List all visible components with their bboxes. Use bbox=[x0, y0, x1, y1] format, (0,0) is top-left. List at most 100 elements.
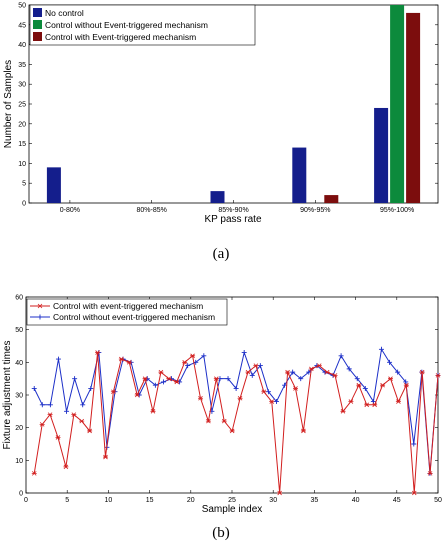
legend-box-b bbox=[26, 298, 228, 326]
line-chart-b: 0 10 20 30 40 50 60 0 5 10 15 20 25 30 35 40 45 50 Fixtu… bbox=[2, 295, 442, 542]
data-point bbox=[372, 402, 378, 408]
x-axis-label-a: KP pass rate bbox=[204, 214, 262, 225]
data-point bbox=[332, 373, 338, 378]
data-point bbox=[338, 353, 344, 359]
data-point bbox=[241, 350, 247, 356]
legend-label-a: No control bbox=[45, 8, 84, 18]
bar bbox=[374, 107, 389, 203]
data-point bbox=[324, 369, 330, 375]
data-point bbox=[64, 408, 70, 414]
y-tick-label-a: 30 bbox=[18, 82, 26, 89]
data-point bbox=[354, 376, 360, 382]
data-point bbox=[87, 428, 93, 434]
data-point bbox=[387, 359, 393, 365]
x-tick-label-b: 50 bbox=[434, 497, 442, 504]
y-axis-label-a: Number of Samples bbox=[3, 60, 14, 148]
y-axis-label-b: Fixture adjustment times bbox=[2, 341, 13, 450]
data-point bbox=[166, 376, 172, 381]
data-point bbox=[427, 471, 433, 476]
legend-marker-b bbox=[37, 303, 43, 309]
data-point bbox=[150, 409, 156, 414]
data-point bbox=[88, 385, 94, 391]
data-point bbox=[221, 418, 227, 424]
data-point bbox=[160, 379, 166, 385]
data-point bbox=[237, 395, 243, 401]
x-tick-label-b: 0 bbox=[24, 497, 28, 504]
data-point bbox=[71, 412, 77, 417]
data-point bbox=[348, 399, 354, 404]
x-tick-label-b: 20 bbox=[187, 497, 195, 504]
x-tick-label-a: 80%-85% bbox=[137, 207, 167, 214]
bar bbox=[46, 167, 61, 203]
data-point bbox=[253, 363, 259, 368]
y-tick-label-b: 10 bbox=[15, 458, 23, 465]
data-point bbox=[340, 409, 346, 414]
data-point bbox=[380, 382, 386, 388]
series-line bbox=[33, 352, 439, 494]
bars-a bbox=[46, 5, 421, 204]
data-point bbox=[233, 385, 239, 391]
data-point bbox=[201, 353, 207, 359]
data-point bbox=[308, 366, 314, 372]
y-tick-label-a: 40 bbox=[18, 42, 26, 49]
bar bbox=[406, 12, 421, 204]
legend-a: No control Control without Event-triggere… bbox=[29, 4, 256, 46]
data-point bbox=[126, 360, 132, 365]
series-lines-b bbox=[31, 346, 441, 496]
y-tick-label-a: 10 bbox=[18, 161, 26, 168]
bar bbox=[210, 191, 225, 203]
legend-swatch-a bbox=[33, 8, 42, 17]
legend-label-b: Control without event-triggered mechanis… bbox=[53, 312, 215, 322]
data-point bbox=[134, 392, 140, 398]
data-point bbox=[142, 376, 148, 381]
y-tick-label-b: 20 bbox=[15, 425, 23, 432]
data-point bbox=[298, 376, 304, 382]
y-tick-label-b: 60 bbox=[15, 295, 23, 302]
data-point bbox=[190, 353, 196, 359]
legend-b: Control with event-triggered mechanismCo… bbox=[26, 298, 228, 326]
data-point bbox=[152, 382, 158, 388]
y-tick-label-a: 25 bbox=[18, 102, 26, 109]
data-point bbox=[411, 490, 417, 496]
x-tick-label-b: 45 bbox=[393, 497, 401, 504]
data-point bbox=[300, 428, 306, 434]
data-point bbox=[378, 346, 384, 352]
x-tick-label-b: 25 bbox=[228, 497, 236, 504]
data-point bbox=[395, 369, 401, 375]
y-axis-a: 0 5 10 15 20 25 30 35 40 45 50 bbox=[18, 3, 438, 208]
x-tick-label-a: 95%-100% bbox=[380, 207, 414, 214]
y-tick-label-b: 40 bbox=[15, 360, 23, 367]
caption-b: (b) bbox=[212, 525, 230, 541]
x-tick-label-b: 40 bbox=[352, 497, 360, 504]
data-point bbox=[72, 376, 78, 382]
x-tick-label-b: 15 bbox=[146, 497, 154, 504]
y-tick-label-a: 50 bbox=[18, 3, 26, 10]
data-point bbox=[269, 399, 275, 404]
caption-a: (a) bbox=[213, 246, 230, 262]
data-point bbox=[185, 363, 191, 369]
bar bbox=[390, 5, 405, 203]
bar bbox=[292, 147, 307, 203]
y-tick-label-a: 45 bbox=[18, 22, 26, 29]
data-point bbox=[356, 382, 362, 388]
data-point bbox=[95, 350, 101, 355]
y-tick-label-a: 5 bbox=[22, 181, 26, 188]
y-tick-label-a: 15 bbox=[18, 141, 26, 148]
data-point bbox=[197, 395, 203, 401]
data-point bbox=[419, 369, 425, 375]
x-tick-label-b: 35 bbox=[311, 497, 319, 504]
data-point bbox=[205, 418, 211, 424]
bar bbox=[324, 195, 339, 203]
legend-box-a bbox=[29, 4, 256, 46]
x-tick-label-a: 0-80% bbox=[60, 207, 80, 214]
data-point bbox=[411, 441, 417, 447]
data-point bbox=[245, 369, 251, 375]
y-axis-b: 0 10 20 30 40 50 60 bbox=[15, 295, 438, 498]
x-tick-label-b: 5 bbox=[65, 497, 69, 504]
data-point bbox=[395, 399, 401, 404]
y-tick-label-b: 30 bbox=[15, 393, 23, 400]
legend-swatch-a bbox=[33, 20, 42, 29]
x-tick-label-a: 90%-95% bbox=[300, 207, 330, 214]
data-point bbox=[182, 360, 188, 365]
